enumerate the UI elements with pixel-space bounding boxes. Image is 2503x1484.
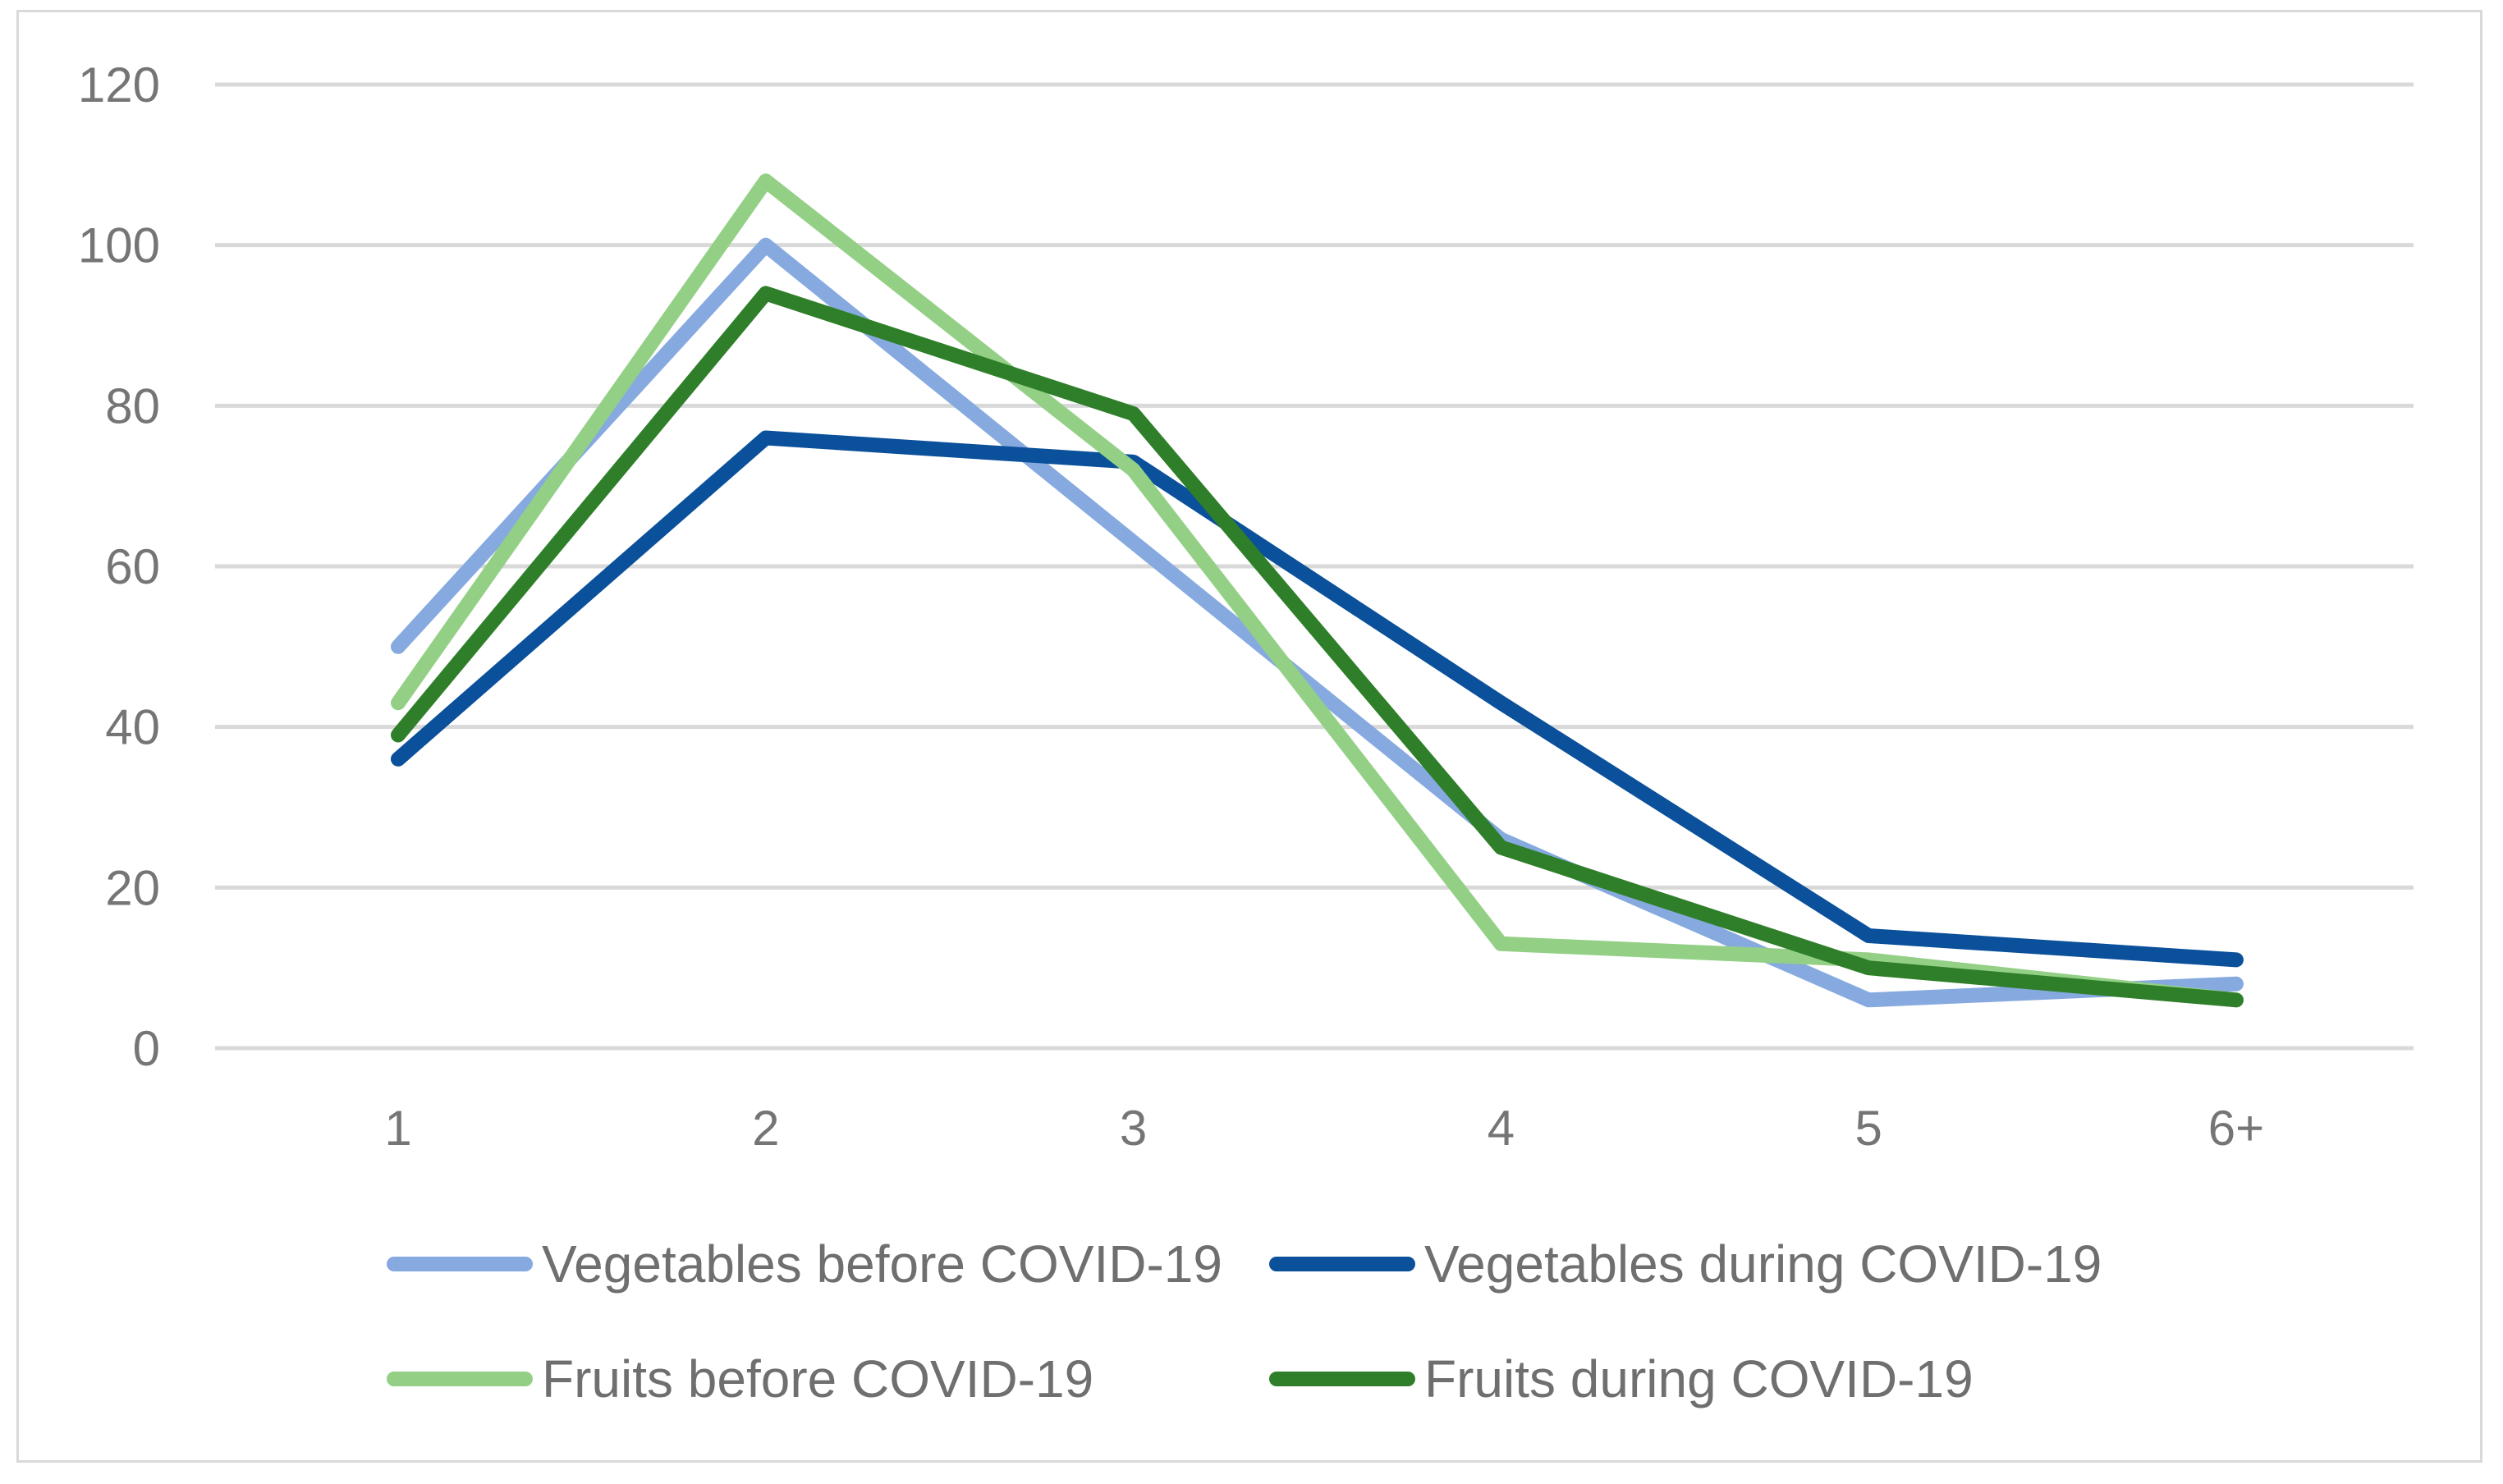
series-line-0 <box>391 237 2244 1008</box>
x-tick-label: 6+ <box>2208 1101 2264 1156</box>
legend-item: Vegetables during COVID-19 <box>1269 1234 2102 1294</box>
y-tick-label: 20 <box>105 860 160 915</box>
legend-item: Vegetables before COVID-19 <box>387 1234 1222 1294</box>
x-tick-label: 4 <box>1488 1101 1515 1156</box>
y-tick-label: 120 <box>78 57 160 112</box>
series-line-3 <box>391 286 2244 1008</box>
legend-item: Fruits before COVID-19 <box>387 1349 1093 1408</box>
series-lines <box>391 173 2244 1008</box>
gridlines <box>215 82 2414 1051</box>
y-tick-label: 40 <box>105 700 160 755</box>
legend: Vegetables before COVID-19 Vegetables dur… <box>387 1234 2102 1408</box>
legend-label: Vegetables during COVID-19 <box>1424 1234 2102 1294</box>
series-line-1 <box>391 430 2244 968</box>
y-tick-label: 80 <box>105 378 160 433</box>
y-tick-label: 100 <box>78 218 160 273</box>
x-tick-label: 2 <box>752 1101 779 1156</box>
x-axis-tick-labels: 1 2 3 4 5 6+ <box>384 1101 2264 1156</box>
y-tick-label: 60 <box>105 539 160 594</box>
y-axis-tick-labels: 0 20 40 60 80 100 120 <box>78 57 160 1076</box>
legend-label: Vegetables before COVID-19 <box>542 1234 1222 1294</box>
x-tick-label: 1 <box>384 1101 411 1156</box>
x-tick-label: 3 <box>1120 1101 1147 1156</box>
legend-label: Fruits before COVID-19 <box>542 1349 1093 1408</box>
legend-label: Fruits during COVID-19 <box>1424 1349 1974 1408</box>
legend-item: Fruits during COVID-19 <box>1269 1349 1974 1408</box>
y-tick-label: 0 <box>133 1021 160 1076</box>
x-tick-label: 5 <box>1855 1101 1882 1156</box>
